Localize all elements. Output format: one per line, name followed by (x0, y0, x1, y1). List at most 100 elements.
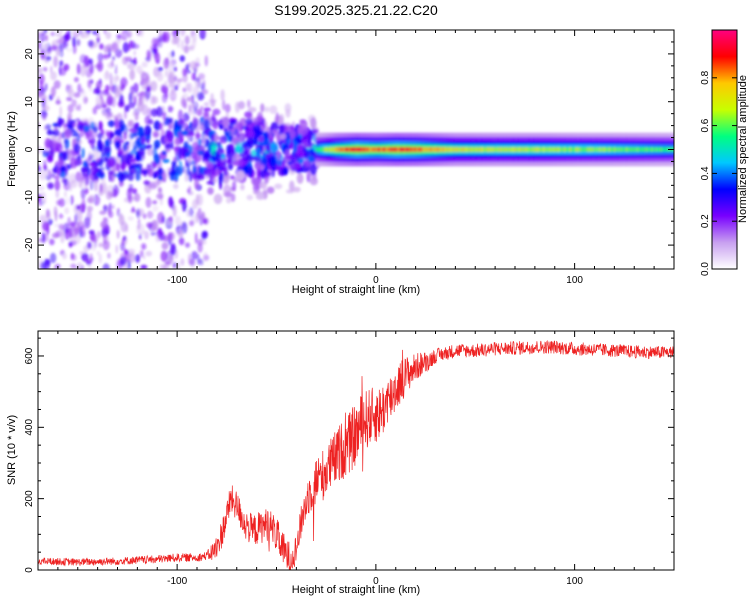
spectrogram-blob (50, 135, 57, 141)
spectrogram-blob (72, 224, 76, 232)
spectrogram-blob (210, 92, 214, 102)
spectrogram-blob (135, 228, 140, 234)
spectrogram-ridge-cell (368, 147, 371, 152)
spectrogram-blob (98, 120, 103, 131)
spectrogram-ridge-cell (317, 147, 320, 152)
spectrogram-ridge-cell (439, 147, 441, 152)
spectrogram-ridge-cell (418, 147, 421, 152)
spectrogram-ridge-cell (350, 147, 353, 152)
spectrogram-blob (105, 69, 109, 79)
spectrogram-ridge-cell (507, 147, 509, 152)
spectrogram-blob (185, 152, 191, 158)
spectrogram-blob (107, 120, 116, 128)
spectrogram-blob (102, 104, 106, 109)
spectrogram-blob (187, 62, 191, 68)
spectrogram-ridge-cell (508, 147, 511, 152)
spectrogram-blob (83, 178, 88, 190)
spectrogram-ridge-cell (505, 147, 508, 152)
spectrogram-blob (129, 127, 137, 133)
spectrogram-blob (189, 220, 195, 227)
spectrogram-ridge-cell (511, 147, 514, 152)
spectrogram-blob (117, 153, 122, 158)
spectrogram-blob (197, 150, 204, 156)
spectrogram-blob (77, 262, 83, 269)
spectrogram-blob (183, 141, 189, 149)
spectrogram-blob (224, 103, 231, 113)
snr-ylabel: SNR (10 * v/v) (6, 415, 18, 485)
spectrogram-ridge-cell (564, 147, 567, 152)
spectrogram-ridge-cell (443, 147, 446, 152)
spectrogram-blob (87, 79, 92, 89)
spectrogram-ridge-cell (396, 147, 398, 152)
spectrogram-ridge-cell (566, 147, 569, 152)
spectrogram-blob (194, 178, 200, 190)
spectrogram-blob (159, 122, 163, 131)
spectrogram-blob (230, 193, 236, 203)
spectrogram-blob (59, 30, 64, 34)
spectrogram-blob (182, 200, 187, 213)
spectrogram-blob (164, 117, 171, 126)
spectrogram-blob (223, 117, 229, 128)
spectrogram-ridge-cell (633, 147, 636, 152)
spectrogram-blob (195, 132, 201, 140)
spectrogram-blob (113, 173, 120, 178)
spectrogram-ridge-cell (357, 147, 360, 152)
spectrogram-ridge-cell (658, 147, 661, 152)
spectrogram-ridge-cell (617, 147, 620, 152)
spectrogram-blob (128, 63, 136, 70)
spectrogram-blob (169, 232, 174, 243)
spectrogram-blob (42, 221, 50, 232)
spectrogram-blob (139, 70, 146, 76)
spectrogram-blob (92, 149, 100, 161)
spectrogram-ridge-cell (397, 147, 400, 152)
spectrogram-blob (109, 80, 114, 90)
spectrogram-ridge-cell (440, 147, 443, 152)
spectrogram-blob (258, 136, 264, 142)
spectrogram-blob (146, 222, 153, 229)
spectrogram-ridge-cell (627, 147, 630, 152)
spectrogram-ridge-cell (385, 147, 388, 152)
spectrogram-blob (104, 235, 110, 242)
spectrogram-blob (102, 263, 110, 269)
spectrogram-ridge-cell (460, 147, 463, 152)
spectrogram-blob (58, 118, 65, 125)
spectrogram-blob (120, 221, 128, 233)
spectrogram-blob (76, 205, 81, 210)
colorbar-gradient (711, 29, 738, 270)
colorbar: 0.0 0.2 0.4 0.6 0.8 Normalized spectral ampl… (700, 29, 749, 276)
spectrogram-blob (185, 83, 190, 90)
spectrogram-ridge-cell (569, 147, 571, 152)
spectrogram-blob (70, 263, 77, 269)
spectrogram-ridge-cell (435, 147, 438, 152)
spectrogram-blob (212, 177, 218, 184)
spectrogram-blob (274, 183, 283, 190)
spectrogram-ridge-cell (613, 147, 615, 152)
spectrogram-ridge-cell (335, 147, 338, 152)
spectrogram-blob (266, 186, 275, 194)
spectrogram-blob (188, 170, 193, 182)
spectrogram-ridge-cell (486, 147, 489, 152)
snr-series-line (38, 339, 674, 570)
spectrogram-blob (105, 130, 109, 137)
spectrogram-blob (102, 224, 110, 232)
spectrogram-blob (224, 127, 228, 137)
spectrogram-ridge-cell (446, 147, 449, 152)
spectrogram-ridge-cell (468, 147, 471, 152)
spectrogram-xlabel: Height of straight line (km) (292, 284, 420, 296)
spectrogram-blob (104, 157, 109, 162)
spectrogram-ridge-cell (632, 147, 635, 152)
spectrogram-blob (166, 77, 173, 84)
spectrogram-ridge-cell (640, 147, 643, 152)
spectrogram-blob (136, 92, 143, 97)
spectrogram-blob (109, 72, 113, 83)
spectrogram-ridge-cell (509, 147, 512, 152)
spectrogram-blob (127, 172, 134, 182)
spectrogram-ridge-cell (527, 147, 530, 152)
spectrogram-blob (202, 89, 209, 95)
spectrogram-ridge-cell (338, 147, 341, 152)
spectrogram-blob (282, 166, 289, 175)
spectrogram-ridge-cell (361, 147, 364, 152)
spectrogram-blob (131, 206, 135, 212)
spectrogram-blob (74, 213, 78, 224)
spectrogram-blob (191, 38, 197, 49)
